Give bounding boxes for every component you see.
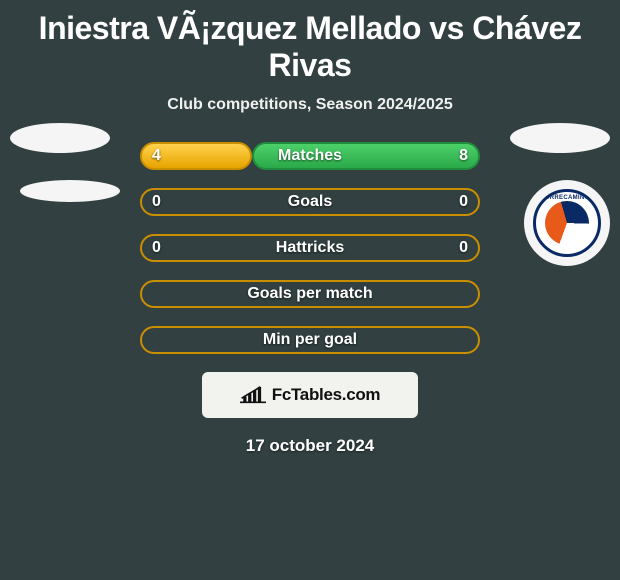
chart-icon [240, 384, 266, 406]
stats-rows: 4 8 Matches 0 0 Goals 0 0 Hattricks Goals per mat… [0, 142, 620, 354]
stat-label: Matches [278, 147, 342, 165]
stat-label: Hattricks [276, 239, 344, 257]
stat-row: 0 0 Hattricks [0, 234, 620, 262]
stat-bar: 4 8 Matches [140, 142, 480, 170]
stat-bar: 0 0 Goals [140, 188, 480, 216]
stat-row: 4 8 Matches [0, 142, 620, 170]
stat-value-left: 4 [152, 147, 161, 165]
stat-label: Min per goal [263, 331, 357, 349]
stat-label: Goals [288, 193, 332, 211]
footer-brand-text: FcTables.com [272, 385, 381, 405]
stat-value-right: 8 [459, 147, 468, 165]
stat-value-right: 0 [459, 239, 468, 257]
stat-label: Goals per match [247, 285, 372, 303]
footer-attribution[interactable]: FcTables.com [202, 372, 418, 418]
stat-row: Min per goal [0, 326, 620, 354]
stat-value-left: 0 [152, 193, 161, 211]
comparison-title: Iniestra VÃ¡zquez Mellado vs Chávez Riva… [0, 0, 620, 84]
stat-bar: Goals per match [140, 280, 480, 308]
stat-row: 0 0 Goals [0, 188, 620, 216]
stat-bar: 0 0 Hattricks [140, 234, 480, 262]
stat-bar: Min per goal [140, 326, 480, 354]
snapshot-date: 17 october 2024 [0, 436, 620, 456]
stat-value-left: 0 [152, 239, 161, 257]
stat-row: Goals per match [0, 280, 620, 308]
stat-value-right: 0 [459, 193, 468, 211]
comparison-subtitle: Club competitions, Season 2024/2025 [0, 96, 620, 114]
